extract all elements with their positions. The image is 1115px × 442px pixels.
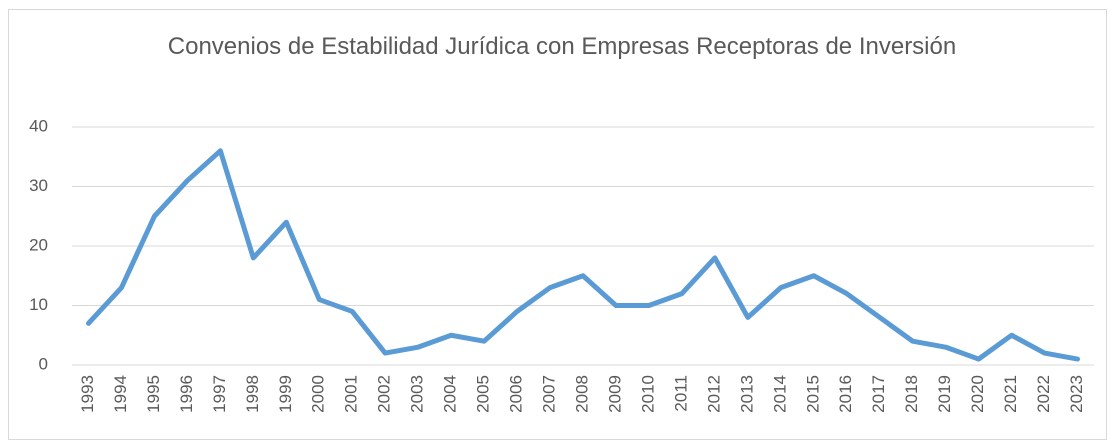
x-tick-label: 2017 (869, 375, 888, 413)
y-tick-label: 40 (29, 116, 48, 135)
x-tick-label: 2021 (1001, 375, 1020, 413)
x-tick-label: 2007 (540, 375, 559, 413)
x-tick-label: 2001 (342, 375, 361, 413)
x-tick-label: 2003 (408, 375, 427, 413)
x-tick-label: 2009 (605, 375, 624, 413)
x-tick-label: 1997 (210, 375, 229, 413)
chart-border (8, 9, 1107, 440)
x-tick-label: 2018 (902, 375, 921, 413)
x-tick-label: 2022 (1034, 375, 1053, 413)
y-tick-label: 10 (29, 295, 48, 314)
x-tick-label: 1993 (78, 375, 97, 413)
x-tick-label: 2011 (671, 375, 690, 412)
x-tick-label: 2023 (1067, 375, 1086, 413)
chart-title: Convenios de Estabilidad Jurídica con Em… (167, 33, 957, 60)
x-tick-label: 2005 (474, 375, 493, 413)
x-tick-label: 2002 (375, 375, 394, 413)
x-tick-label: 2020 (968, 375, 987, 413)
x-tick-label: 2019 (935, 375, 954, 413)
x-tick-label: 2004 (441, 375, 460, 413)
x-tick-label: 1995 (144, 375, 163, 413)
x-tick-label: 2010 (638, 375, 657, 413)
y-tick-label: 20 (29, 235, 48, 254)
x-tick-label: 2000 (309, 375, 328, 413)
x-tick-label: 2013 (737, 375, 756, 413)
x-tick-label: 2014 (770, 375, 789, 413)
x-tick-label: 2012 (704, 375, 723, 413)
x-tick-label: 1998 (243, 375, 262, 413)
x-tick-label: 2015 (803, 375, 822, 413)
x-tick-label: 2006 (507, 375, 526, 413)
y-tick-label: 0 (39, 354, 48, 373)
x-tick-label: 2008 (572, 375, 591, 413)
data-line (85, 148, 1081, 362)
y-tick-label: 30 (29, 176, 48, 195)
x-tick-label: 1994 (111, 375, 130, 413)
x-tick-label: 1996 (177, 375, 196, 413)
x-tick-label: 2016 (836, 375, 855, 413)
x-tick-label: 1999 (276, 375, 295, 413)
